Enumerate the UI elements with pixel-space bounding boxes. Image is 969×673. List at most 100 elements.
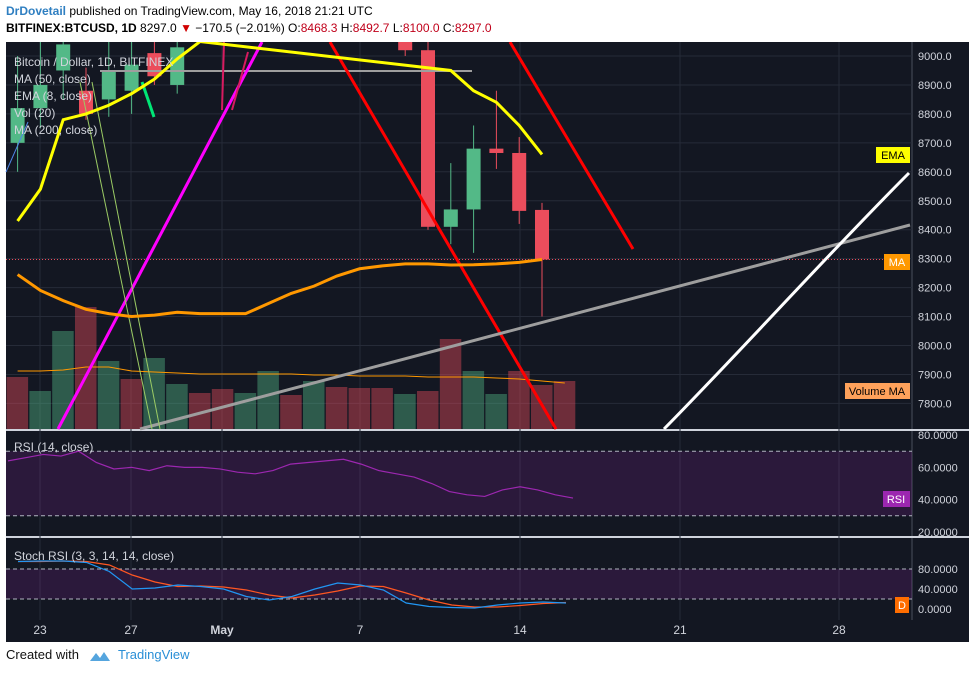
symbol-line: BITFINEX:BTCUSD, 1D 8297.0 ▼ −170.5 (−2.…	[6, 21, 492, 35]
rsi-tick-label: 60.0000	[918, 462, 958, 474]
low-value: 8100.0	[402, 21, 440, 35]
svg-text:EMA: EMA	[881, 150, 906, 162]
price-tick-label: 8400.0	[918, 225, 952, 237]
green-thin-line	[91, 81, 161, 430]
price-pane[interactable]	[6, 42, 912, 429]
low-label: L:	[392, 21, 403, 35]
volume-bar	[371, 388, 393, 429]
green-short-line	[140, 81, 156, 118]
price-tick-label: 8200.0	[918, 283, 952, 295]
legend-ma50[interactable]: MA (50, close)	[14, 72, 91, 86]
trend-drawings	[5, 42, 911, 431]
publish-line: DrDovetail published on TradingView.com,…	[6, 4, 373, 18]
price-tick-label: 7900.0	[918, 369, 952, 381]
tradingview-logo-icon	[89, 650, 111, 662]
rsi-tick-label: 40.0000	[918, 495, 958, 507]
volume-bar	[29, 391, 51, 429]
grid-lines	[6, 42, 912, 620]
red-spike	[231, 51, 249, 111]
stoch-tick-label: 0.0000	[918, 604, 952, 616]
volume-bars	[6, 307, 576, 429]
time-tick-label: 23	[33, 623, 47, 637]
volume-bar	[348, 388, 371, 429]
volume-bar	[52, 331, 74, 429]
legend-vol[interactable]: Vol (20)	[14, 106, 55, 120]
time-tick-label: 21	[673, 623, 687, 637]
legend-rsi[interactable]: RSI (14, close)	[14, 440, 93, 454]
legend-ma200[interactable]: MA (200, close)	[14, 123, 97, 137]
stoch-d-badge: D	[895, 597, 909, 613]
price-tick-label: 8900.0	[918, 80, 952, 92]
volume-bar	[394, 394, 416, 429]
price-tick-label: 7800.0	[918, 398, 952, 410]
price-tick-label: 8700.0	[918, 138, 952, 150]
price-tick-label: 8500.0	[918, 196, 952, 208]
stoch-tick-label: 80.0000	[918, 564, 958, 576]
svg-text:D: D	[898, 600, 906, 612]
rsi-pane[interactable]	[6, 431, 912, 536]
legend-stoch[interactable]: Stoch RSI (3, 3, 14, 14, close)	[14, 549, 174, 563]
time-tick-label: May	[210, 623, 234, 637]
volume-bar	[120, 379, 143, 429]
stoch-rsi-indicator	[6, 560, 912, 609]
time-axis	[6, 620, 912, 642]
publish-text: published on TradingView.com, May 16, 20…	[69, 4, 373, 18]
volume-bar	[143, 358, 165, 429]
magenta-trendline	[56, 42, 264, 430]
symbol-label: BITFINEX:BTCUSD, 1D	[6, 21, 137, 35]
time-tick-label: 7	[357, 623, 364, 637]
blue-line	[5, 121, 29, 173]
price-scale[interactable]	[912, 42, 969, 642]
stoch-d-line	[18, 560, 567, 608]
volume-bar	[280, 395, 302, 429]
chart-header: DrDovetail published on TradingView.com,…	[6, 2, 966, 42]
rsi-line	[7, 450, 574, 499]
legend-title: Bitcoin / Dollar, 1D, BITFINEX	[14, 55, 173, 69]
volume-bar	[257, 371, 279, 429]
ma-badge: MA	[884, 254, 910, 270]
volume-ma-line	[17, 366, 565, 384]
volume-bar	[553, 381, 576, 429]
chart-area[interactable]: 9000.0 8900.0 8800.0 8700.0 8600.0 8500.0 8400…	[0, 42, 969, 642]
gray-trendline	[139, 223, 911, 431]
legend-ema8[interactable]: EMA (8, close)	[14, 89, 92, 103]
price-change: −170.5 (−2.01%)	[195, 21, 285, 35]
ema-badge: EMA	[876, 147, 910, 163]
tradingview-link[interactable]: TradingView	[118, 647, 190, 662]
candle-body	[56, 44, 71, 71]
candle-body	[443, 209, 458, 227]
rsi-band	[6, 451, 912, 516]
rsi-tick-label: 80.0000	[918, 430, 958, 442]
candle-body	[79, 90, 93, 114]
candle-body	[101, 70, 116, 100]
candle-body	[10, 108, 25, 143]
price-tick-label: 8100.0	[918, 312, 952, 324]
svg-text:Volume MA: Volume MA	[849, 386, 906, 398]
stoch-pane[interactable]	[6, 538, 912, 620]
stoch-tick-label: 40.0000	[918, 584, 958, 596]
volume-bar	[417, 391, 439, 429]
footer: Created with TradingView	[6, 647, 190, 662]
stoch-band	[6, 569, 912, 599]
close-value: 8297.0	[454, 21, 492, 35]
open-value: 8468.3	[300, 21, 338, 35]
axis-labels: 9000.0 8900.0 8800.0 8700.0 8600.0 8500.0 8400…	[33, 51, 957, 637]
time-tick-label: 27	[124, 623, 138, 637]
volume-bar	[485, 394, 507, 429]
volume-bar	[462, 371, 485, 429]
volume-bar	[325, 387, 348, 429]
candle-body	[33, 84, 48, 109]
candle-body	[535, 209, 549, 260]
author-link[interactable]: DrDovetail	[6, 4, 67, 18]
price-tick-label: 8800.0	[918, 109, 952, 121]
candle-body	[489, 148, 504, 153]
rsi-badge: RSI	[883, 491, 910, 507]
rsi-indicator	[6, 450, 912, 517]
price-tick-label: 8600.0	[918, 167, 952, 179]
high-label: H:	[340, 21, 353, 35]
down-arrow-icon: ▼	[180, 21, 192, 35]
close-label: C:	[442, 21, 455, 35]
volume-bar	[508, 371, 530, 429]
volume-ma-badge: Volume MA	[845, 383, 910, 399]
legend: Bitcoin / Dollar, 1D, BITFINEX MA (50, c…	[14, 55, 174, 563]
